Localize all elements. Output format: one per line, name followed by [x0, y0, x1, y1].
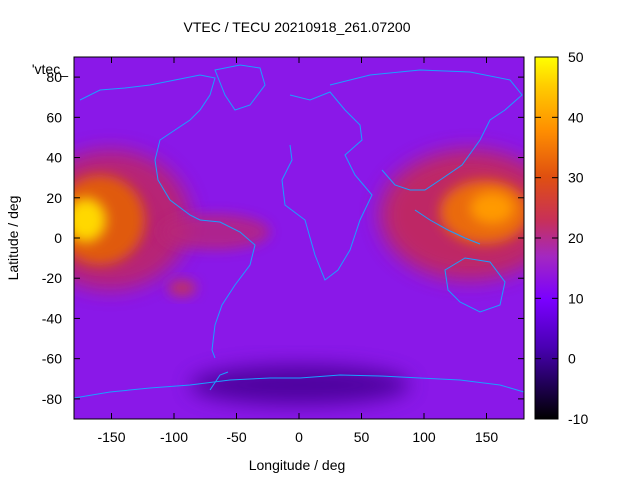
y-tick-label: 60 — [46, 109, 62, 125]
indonesia-coast — [414, 209, 481, 245]
x-axis-label: Longitude / deg — [249, 457, 346, 473]
y-tick-label: -40 — [42, 310, 62, 326]
y-tick-label: 20 — [46, 190, 62, 206]
australia-coast — [444, 257, 506, 313]
antarctic-peninsula-coast — [209, 371, 229, 391]
y-tick-label: -60 — [42, 351, 62, 367]
y-axis-ticks: -80 -60 -40 -20 0 20 40 60 80 — [42, 69, 524, 407]
x-tick-label: 50 — [354, 429, 370, 445]
antarctica-coast — [74, 374, 524, 399]
y-axis-label: Latitude / deg — [5, 196, 21, 281]
colorbar-tick-label: 30 — [568, 170, 584, 186]
y-tick-label: 0 — [54, 230, 62, 246]
atlantic-red-band — [160, 214, 270, 250]
colorbar-tick-label: 40 — [568, 109, 584, 125]
colorbar-tick-label: 50 — [568, 49, 584, 65]
y-tick-label: -20 — [42, 270, 62, 286]
pacific-orange-core — [74, 175, 145, 265]
colorbar-ticks: -10 0 10 20 30 40 50 — [535, 49, 588, 427]
x-tick-label: 100 — [412, 429, 436, 445]
greenland-coast — [214, 64, 266, 111]
x-tick-label: 150 — [475, 429, 499, 445]
colorbar-tick-label: -10 — [568, 411, 588, 427]
y-tick-label: 80 — [46, 69, 62, 85]
x-tick-label: 0 — [295, 429, 303, 445]
north-america-coast — [79, 74, 216, 221]
x-tick-label: -150 — [97, 429, 125, 445]
colorbar-tick-label: 0 — [568, 351, 576, 367]
pacific-yellow-core — [74, 198, 106, 242]
polar-dark-trough — [190, 365, 410, 405]
chart-title: VTEC / TECU 20210918_261.07200 — [183, 19, 410, 35]
y-tick-label: 40 — [46, 150, 62, 166]
heatmap-field — [74, 57, 524, 419]
x-tick-label: -50 — [226, 429, 246, 445]
asia-coast — [329, 69, 523, 191]
colorbar-tick-label: 20 — [568, 230, 584, 246]
colorbar-tick-label: 10 — [568, 290, 584, 306]
asia-amber-core — [470, 192, 514, 224]
south-pacific-crest — [168, 280, 196, 296]
y-tick-label: -80 — [42, 391, 62, 407]
coastlines — [74, 64, 524, 399]
x-axis-ticks: -150 -100 -50 0 50 100 150 — [97, 57, 498, 445]
south-america-coast — [199, 219, 256, 359]
legend-key-label: 'vtec_ — [32, 61, 68, 77]
x-tick-label: -100 — [160, 429, 188, 445]
europe-africa-coast — [281, 91, 373, 281]
